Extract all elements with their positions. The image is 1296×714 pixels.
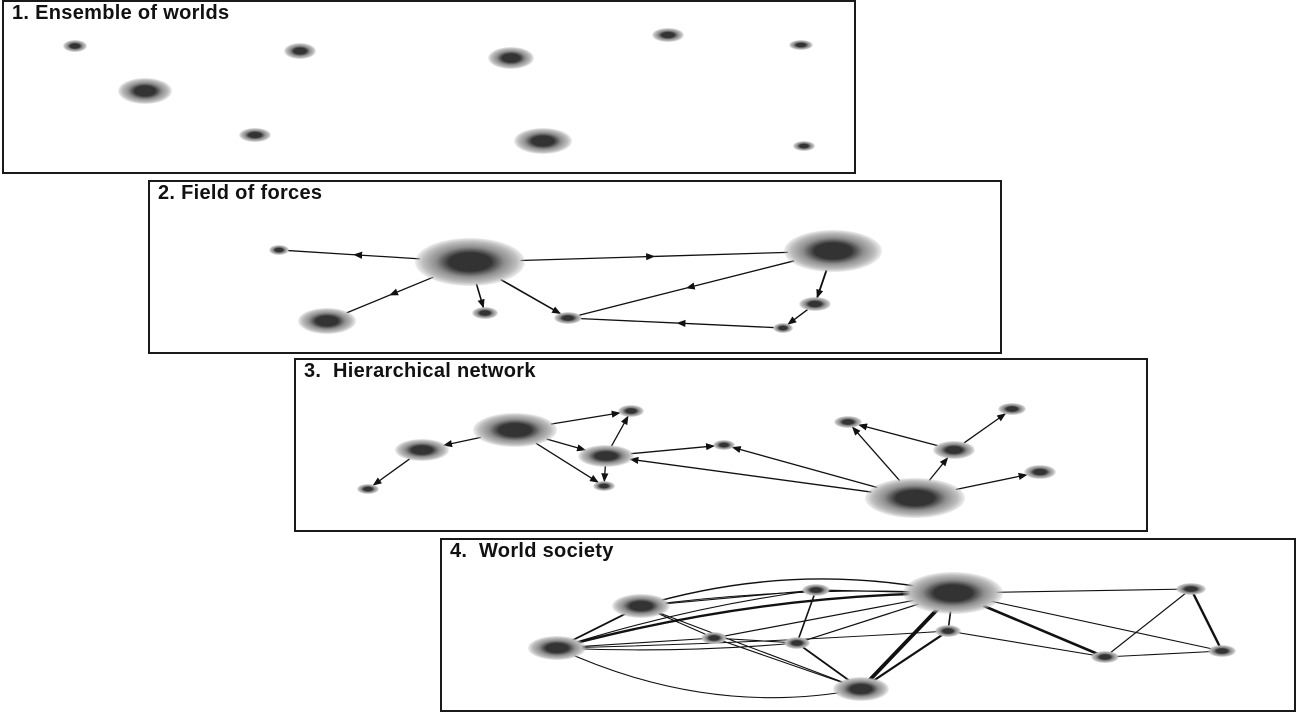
society-link bbox=[556, 589, 817, 649]
dependency-arrow bbox=[955, 472, 1028, 491]
world-node bbox=[415, 238, 525, 286]
world-node bbox=[793, 141, 815, 151]
dependency-arrow bbox=[963, 413, 1007, 444]
society-link bbox=[640, 605, 862, 690]
world-node bbox=[1091, 651, 1119, 663]
world-node bbox=[784, 637, 810, 649]
world-node bbox=[833, 677, 889, 701]
world-node bbox=[933, 441, 975, 459]
world-node bbox=[284, 43, 316, 59]
world-node bbox=[554, 312, 582, 324]
force-arrow bbox=[520, 253, 656, 262]
panel-title: 3. Hierarchical network bbox=[304, 360, 536, 382]
world-node bbox=[473, 413, 557, 447]
society-link bbox=[1104, 650, 1223, 658]
world-node bbox=[701, 632, 727, 644]
dependency-arrow bbox=[629, 456, 872, 493]
world-node bbox=[528, 636, 586, 660]
world-node bbox=[865, 478, 965, 518]
society-link bbox=[713, 637, 862, 690]
dependency-arrow bbox=[550, 410, 621, 425]
dependency-arrow bbox=[731, 446, 878, 489]
world-node bbox=[789, 40, 813, 50]
dependency-arrow bbox=[372, 458, 411, 486]
world-node bbox=[395, 439, 449, 461]
dependency-arrow bbox=[928, 457, 949, 481]
dependency-arrow bbox=[631, 443, 715, 455]
world-node bbox=[935, 625, 961, 637]
connection-layer bbox=[288, 249, 1224, 699]
world-node bbox=[578, 445, 634, 467]
world-node bbox=[773, 323, 793, 333]
society-link bbox=[947, 630, 1106, 658]
force-arrow bbox=[685, 260, 795, 290]
dependency-arrow bbox=[475, 283, 485, 309]
world-node bbox=[472, 307, 498, 319]
world-node bbox=[488, 47, 534, 69]
society-link bbox=[556, 647, 862, 699]
world-node bbox=[1208, 645, 1236, 657]
world-node bbox=[1024, 465, 1056, 479]
world-node bbox=[652, 28, 684, 42]
world-node bbox=[118, 78, 172, 104]
society-link bbox=[556, 630, 949, 649]
force-line bbox=[578, 287, 687, 316]
world-node bbox=[239, 128, 271, 142]
world-node bbox=[834, 416, 862, 428]
world-node bbox=[998, 403, 1026, 415]
world-node bbox=[618, 405, 644, 417]
society-link bbox=[1189, 588, 1224, 652]
society-link bbox=[713, 637, 798, 644]
world-node bbox=[802, 584, 830, 596]
society-link bbox=[796, 589, 817, 644]
dependency-arrow bbox=[610, 415, 629, 447]
society-link bbox=[1104, 588, 1192, 658]
world-node bbox=[357, 484, 379, 494]
dependency-arrow bbox=[546, 438, 587, 452]
force-arrow bbox=[676, 319, 774, 329]
panel-title: 2. Field of forces bbox=[158, 182, 323, 204]
world-node bbox=[799, 297, 831, 311]
dependency-arrow bbox=[535, 442, 599, 483]
world-node bbox=[612, 594, 670, 618]
dependency-arrow bbox=[816, 269, 828, 299]
world-node bbox=[1176, 583, 1206, 595]
world-node bbox=[514, 128, 572, 154]
force-line bbox=[346, 294, 391, 314]
society-link bbox=[556, 642, 798, 651]
node-layer bbox=[63, 28, 1236, 701]
dependency-arrow bbox=[601, 466, 609, 483]
force-line bbox=[580, 317, 678, 324]
dependency-arrow bbox=[787, 309, 809, 325]
force-arrow bbox=[389, 276, 434, 296]
dependency-arrow bbox=[851, 426, 901, 482]
dependency-arrow bbox=[443, 436, 482, 448]
world-node bbox=[903, 572, 1003, 614]
dependency-arrow bbox=[858, 423, 938, 447]
panel-title: 4. World society bbox=[450, 540, 614, 562]
force-arrow bbox=[353, 251, 420, 260]
world-node bbox=[784, 230, 882, 272]
world-node bbox=[713, 440, 735, 450]
society-link bbox=[952, 592, 1223, 652]
panel-title: 1. Ensemble of worlds bbox=[12, 2, 230, 24]
world-node bbox=[298, 308, 356, 334]
world-node bbox=[269, 245, 289, 255]
dependency-arrow bbox=[500, 278, 562, 315]
world-node bbox=[63, 40, 87, 52]
force-line bbox=[654, 251, 789, 258]
society-link bbox=[556, 591, 954, 650]
force-line bbox=[288, 249, 355, 256]
world-node bbox=[593, 481, 615, 491]
